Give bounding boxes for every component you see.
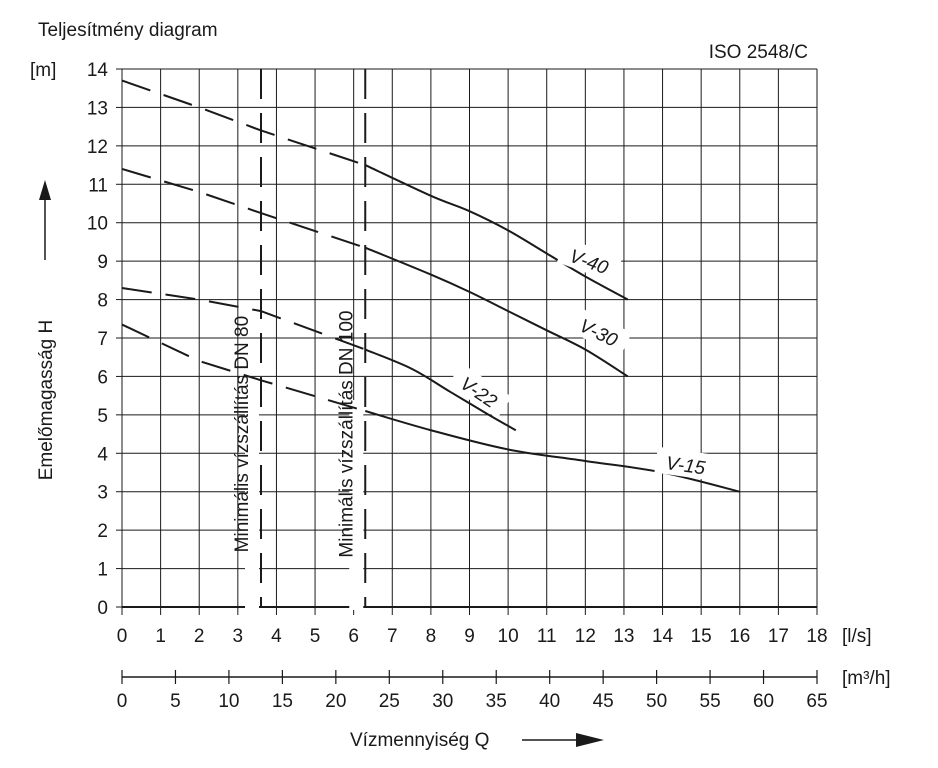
secondary-tick-label: 15 [272, 691, 293, 712]
curve-label-bg [447, 363, 512, 419]
x-tick-label: 11 [537, 626, 557, 647]
secondary-tick-label: 55 [700, 691, 721, 712]
y-tick-label: 12 [87, 137, 108, 158]
curve-v-15-dashed [121, 323, 366, 412]
curve-label-bg [566, 306, 632, 357]
min-flow-label: Minimális vízszállítás DN 100 [336, 311, 357, 558]
secondary-tick-label: 50 [646, 691, 667, 712]
chart-title: Teljesítmény diagram [38, 20, 218, 41]
curve-label-v-15: V-15 [665, 453, 707, 479]
y-tick-label: 5 [97, 406, 108, 427]
x-tick-label: 0 [117, 626, 128, 647]
reference-lines: Minimális vízszállítás DN 80 Minimális ví… [232, 69, 367, 610]
y-axis-arrow [39, 180, 51, 260]
y-axis-unit: [m] [30, 60, 56, 81]
x-tick-label: 6 [348, 626, 359, 647]
curve-v-40-dashed [121, 79, 366, 167]
x-axis-arrow [522, 733, 604, 747]
curve-v-22-dashed [121, 287, 366, 351]
y-tick-label: 13 [87, 98, 108, 119]
curve-v-30-dashed [121, 167, 366, 249]
secondary-tick-label: 45 [593, 691, 614, 712]
x-tick-label: 9 [464, 626, 475, 647]
curve-v-22 [364, 348, 517, 432]
y-tick-label: 11 [88, 175, 108, 196]
curve-v-30 [364, 246, 629, 378]
curve-labels: V-40V-30V-22V-15 [447, 237, 718, 481]
x-tick-label: 16 [729, 626, 750, 647]
secondary-x-axis: 0 5 10 15 20 25 30 35 40 45 50 55 60 65 [117, 670, 828, 712]
y-tick-label: 7 [97, 329, 108, 350]
x-tick-label: 13 [613, 626, 634, 647]
y-tick-label: 14 [87, 60, 109, 81]
min-flow-label: Minimális vízszállítás DN 80 [232, 316, 253, 552]
curve-label-v-40: V-40 [567, 246, 612, 279]
x-tick-label: 7 [387, 626, 398, 647]
x-tick-label: 5 [310, 626, 321, 647]
x-tick-label: 8 [426, 626, 437, 647]
x-tick-label: 4 [271, 626, 282, 647]
y-tick-label: 2 [97, 521, 108, 542]
x-tick-label: 17 [768, 626, 789, 647]
y-tick-label: 9 [97, 252, 108, 273]
y-axis-label: Emelőmagasság H [36, 320, 57, 481]
secondary-tick-label: 60 [753, 691, 774, 712]
x-tick-label: 14 [652, 626, 674, 647]
x-tick-labels: 0 1 2 3 4 5 6 7 8 9 10 11 12 13 14 15 16 17 18 [117, 626, 828, 647]
x-tick-label: 2 [194, 626, 205, 647]
y-tick-label: 3 [97, 483, 108, 504]
x-axis-label: Vízmennyiség Q [350, 730, 489, 751]
y-tick-label: 0 [97, 598, 108, 619]
secondary-tick-label: 35 [486, 691, 507, 712]
grid [116, 68, 818, 615]
standard-label: ISO 2548/C [709, 42, 808, 63]
secondary-tick-label: 10 [218, 691, 239, 712]
secondary-tick-label: 40 [539, 691, 560, 712]
secondary-tick-label: 25 [379, 691, 400, 712]
secondary-tick-label: 0 [117, 691, 128, 712]
curve-v-40 [364, 164, 629, 301]
secondary-tick-label: 30 [432, 691, 453, 712]
secondary-tick-label: 20 [325, 691, 346, 712]
x-tick-label: 12 [575, 626, 596, 647]
curve-label-bg [556, 237, 623, 283]
y-tick-label: 4 [97, 444, 108, 465]
curve-label-bg [654, 446, 718, 481]
y-tick-label: 8 [97, 291, 108, 312]
min-flow-label-bg [245, 400, 259, 610]
y-tick-label: 6 [97, 367, 108, 388]
x-axis-unit-secondary: [m³/h] [842, 668, 891, 689]
x-tick-label: 1 [155, 626, 166, 647]
x-axis-unit-primary: [l/s] [842, 626, 872, 647]
min-flow-label-bg [349, 400, 364, 610]
secondary-tick-label: 65 [806, 691, 827, 712]
x-tick-label: 15 [691, 626, 712, 647]
secondary-tick-label: 5 [170, 691, 181, 712]
x-tick-label: 10 [498, 626, 519, 647]
y-tick-label: 10 [87, 214, 108, 235]
y-tick-label: 1 [97, 560, 108, 581]
x-tick-label: 3 [233, 626, 244, 647]
x-tick-label: 18 [806, 626, 827, 647]
